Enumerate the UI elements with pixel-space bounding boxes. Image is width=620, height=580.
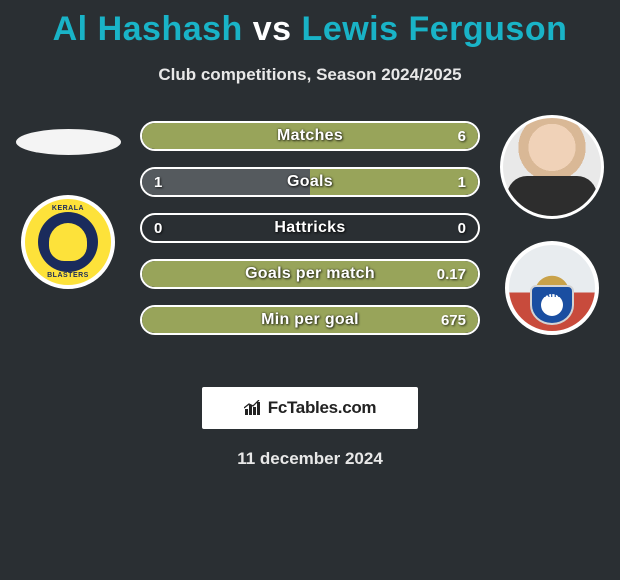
watermark: FcTables.com: [202, 387, 418, 429]
stat-label: Goals per match: [245, 265, 375, 283]
club-left-text-bottom: BLASTERS: [25, 272, 111, 279]
player2-avatar: [500, 115, 604, 219]
subtitle: Club competitions, Season 2024/2025: [0, 65, 620, 85]
club-badge-left: KERALA BLASTERS: [21, 195, 115, 289]
stat-bar-fill-right: [310, 169, 478, 195]
left-column: KERALA BLASTERS: [8, 115, 128, 289]
stat-label: Matches: [277, 127, 343, 145]
title-player2: Lewis Ferguson: [302, 10, 568, 48]
stat-value-left: 1: [154, 174, 162, 191]
stat-label: Goals: [287, 173, 333, 191]
stat-value-left: 0: [154, 220, 162, 237]
comparison-area: KERALA BLASTERS ATK Matches 6 1 Goals 1 0 Hatt…: [0, 115, 620, 365]
stat-bars: Matches 6 1 Goals 1 0 Hattricks 0 Goals per matc…: [140, 121, 480, 335]
stat-value-right: 1: [458, 174, 466, 191]
date: 11 december 2024: [0, 449, 620, 469]
stat-value-right: 0: [458, 220, 466, 237]
stat-value-right: 0.17: [437, 266, 466, 283]
stat-label: Hattricks: [274, 219, 345, 237]
player1-avatar: [16, 129, 121, 155]
title-vs: vs: [253, 10, 292, 48]
club-right-text: ATK: [544, 290, 560, 299]
elephant-icon: [49, 223, 87, 261]
stat-bar: 0 Hattricks 0: [140, 213, 480, 243]
stat-value-right: 6: [458, 128, 466, 145]
stat-bar: Matches 6: [140, 121, 480, 151]
title-player1: Al Hashash: [53, 10, 243, 48]
stat-value-right: 675: [441, 312, 466, 329]
watermark-text: FcTables.com: [268, 398, 377, 418]
stat-bar: Min per goal 675: [140, 305, 480, 335]
page-title: Al Hashash vs Lewis Ferguson: [0, 0, 620, 49]
bar-chart-icon: [244, 400, 262, 416]
stat-label: Min per goal: [261, 311, 359, 329]
stat-bar-fill-left: [142, 169, 310, 195]
club-left-text-top: KERALA: [25, 205, 111, 212]
stat-bar: 1 Goals 1: [140, 167, 480, 197]
club-badge-right: ATK: [505, 241, 599, 335]
stat-bar: Goals per match 0.17: [140, 259, 480, 289]
right-column: ATK: [492, 115, 612, 335]
